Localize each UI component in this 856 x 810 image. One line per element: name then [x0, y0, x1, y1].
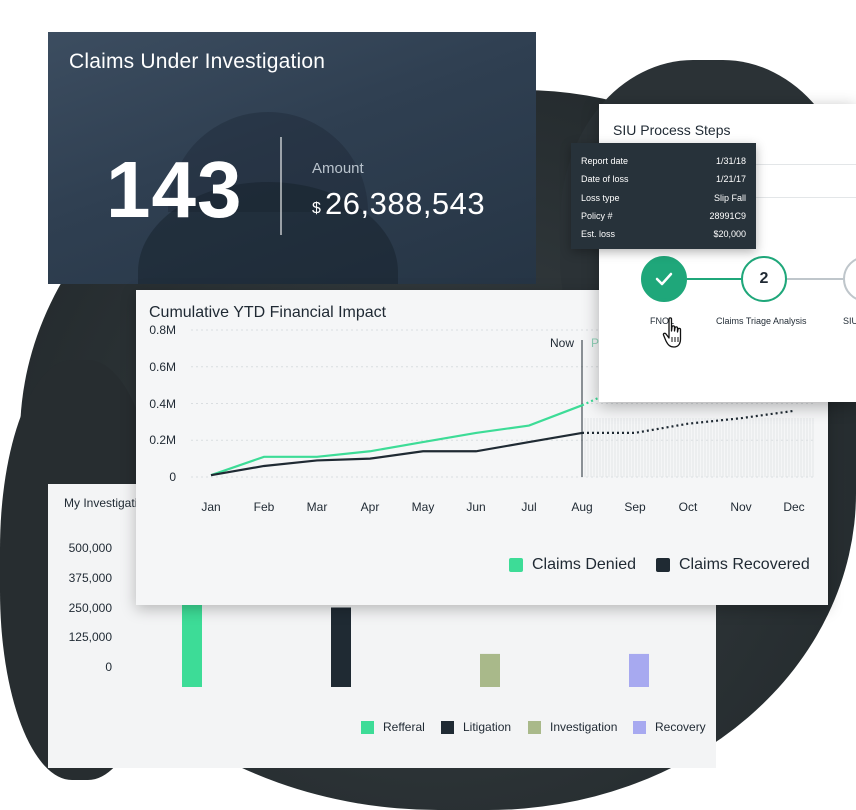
x-tick-label: Jul: [521, 500, 537, 514]
amount-label: Amount: [312, 160, 364, 177]
divider: [280, 137, 282, 235]
x-tick-label: Jan: [201, 500, 221, 514]
tooltip-value: Slip Fall: [713, 193, 746, 203]
tooltip-label: Est. loss: [581, 229, 616, 239]
x-tick-label: Mar: [306, 500, 328, 514]
step-connector: [787, 278, 843, 280]
y-tick-label: 500,000: [68, 541, 112, 555]
card-title: SIU Process Steps: [613, 122, 731, 138]
y-tick-label: 0.4M: [149, 396, 176, 411]
currency-symbol: $: [312, 200, 321, 217]
check-icon: [655, 272, 673, 286]
legend-label: Refferal: [383, 720, 425, 734]
tooltip-label: Policy #: [581, 211, 613, 221]
legend-item-refferal[interactable]: Refferal: [361, 720, 425, 734]
x-tick-label: Oct: [678, 500, 698, 514]
x-tick-label: Sep: [624, 500, 646, 514]
y-tick-label: 250,000: [68, 600, 112, 615]
step-label-claims-triage: Claims Triage Analysis: [716, 316, 807, 326]
series-line-claims-recovered: [210, 431, 583, 477]
legend-label: Recovery: [655, 720, 706, 734]
legend-item-investigation[interactable]: Investigation: [528, 720, 617, 734]
claims-under-investigation-card: Claims Under Investigation 143 Amount $ …: [48, 32, 536, 284]
bar-recovery: [629, 653, 649, 687]
bar-investigation: [480, 653, 500, 687]
tooltip-label: Loss type: [581, 193, 620, 203]
legend-item-recovery[interactable]: Recovery: [633, 720, 706, 734]
step-claims-triage[interactable]: 2: [741, 256, 787, 302]
x-tick-label: Feb: [253, 500, 275, 514]
tooltip-row: Policy # 28991C9: [581, 211, 746, 221]
hand-cursor-icon: [662, 317, 682, 348]
legend-label: Claims Recovered: [679, 556, 810, 573]
x-tick-label: Aug: [571, 500, 593, 514]
legend-label: Claims Denied: [532, 556, 637, 573]
x-tick-label: Dec: [783, 500, 805, 514]
legend-item-claims-denied[interactable]: Claims Denied: [509, 556, 636, 574]
step-label-fnol: FNOL: [650, 316, 675, 326]
y-tick-label: 0: [105, 660, 112, 674]
y-tick-label: 0.2M: [149, 433, 176, 448]
now-marker-label: Now: [550, 336, 575, 350]
tooltip-value: 1/21/17: [715, 174, 746, 184]
step-fnol[interactable]: [641, 256, 687, 302]
x-tick-label: May: [411, 500, 435, 514]
legend-swatch: [633, 720, 646, 734]
legend-swatch: [361, 720, 374, 734]
legend-swatch: [509, 558, 523, 572]
legend-label: Investigation: [550, 720, 618, 734]
tooltip-row: Est. loss $20,000: [581, 229, 746, 239]
legend-swatch: [441, 720, 454, 734]
y-tick-label: 0.6M: [149, 359, 176, 374]
tooltip-row: Date of loss 1/21/17: [581, 174, 746, 184]
step-siu[interactable]: [843, 256, 856, 302]
card-title: My Investigati: [64, 496, 138, 510]
card-title: Claims Under Investigation: [69, 50, 326, 73]
legend-item-litigation[interactable]: Litigation: [441, 720, 511, 734]
legend-label: Litigation: [463, 720, 512, 734]
tooltip-label: Date of loss: [581, 174, 629, 184]
claims-count: 143: [106, 145, 243, 234]
bar-litigation: [331, 607, 351, 687]
y-tick-label: 125,000: [68, 630, 112, 645]
series-projection-claims-recovered: [582, 409, 795, 434]
cumulative-ytd-card: Cumulative YTD Financial Impact Now Pr 0…: [136, 290, 828, 605]
y-tick-label: 0.8M: [149, 323, 176, 337]
x-tick-label: Jun: [466, 500, 486, 514]
legend-swatch: [528, 720, 541, 734]
legend-item-claims-recovered[interactable]: Claims Recovered: [656, 556, 810, 574]
card-title: Cumulative YTD Financial Impact: [149, 304, 387, 321]
x-tick-label: Apr: [360, 500, 380, 514]
tooltip-row: Report date 1/31/18: [581, 156, 746, 166]
claim-detail-tooltip: Report date 1/31/18 Date of loss 1/21/17…: [571, 143, 756, 249]
y-tick-label: 375,000: [68, 570, 112, 585]
tooltip-value: $20,000: [713, 229, 746, 239]
x-tick-label: Nov: [730, 500, 752, 514]
tooltip-value: 28991C9: [709, 211, 746, 221]
tooltip-label: Report date: [581, 156, 629, 166]
y-tick-label: 0: [169, 470, 176, 484]
step-connector: [687, 278, 741, 280]
amount-value: 26,388,543: [325, 186, 486, 221]
series-line-claims-denied: [210, 404, 583, 477]
tooltip-row: Loss type Slip Fall: [581, 193, 746, 203]
legend-swatch: [656, 558, 670, 572]
step-label-siu: SIU: [843, 316, 856, 326]
tooltip-value: 1/31/18: [715, 156, 746, 166]
ytd-line-chart: [191, 329, 816, 478]
step-number: 2: [759, 270, 769, 287]
